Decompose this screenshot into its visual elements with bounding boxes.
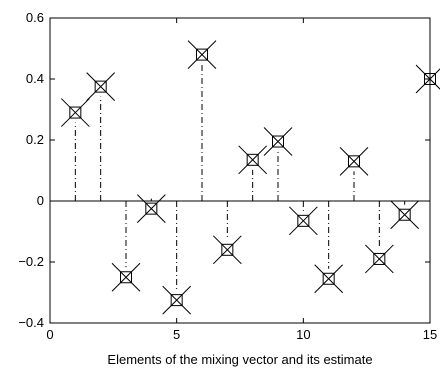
x-tick-label: 10	[296, 327, 310, 342]
x-axis-label: Elements of the mixing vector and its es…	[107, 352, 372, 367]
plot-area	[49, 17, 431, 324]
square-marker	[398, 208, 411, 221]
square-marker	[348, 155, 360, 168]
cross-marker	[238, 145, 268, 175]
square-marker	[322, 272, 335, 285]
x-tick-labels: 0 5 10 15	[46, 327, 437, 342]
square-marker	[272, 135, 284, 148]
cross-marker	[364, 244, 394, 274]
cross-marker	[111, 262, 141, 292]
cross-marker	[162, 285, 192, 315]
cross-marker	[187, 40, 217, 69]
square-marker	[196, 48, 208, 61]
cross-marker	[212, 235, 242, 265]
stem-lines	[74, 64, 431, 291]
square-marker	[373, 252, 386, 265]
cross-marker	[390, 200, 420, 230]
y-tick-label: 0	[37, 193, 44, 208]
data-markers	[60, 40, 440, 315]
cross-marker	[314, 264, 344, 294]
cross-marker	[415, 64, 440, 94]
y-tick-label: −0.4	[18, 315, 44, 330]
square-marker	[145, 202, 158, 215]
y-tick-label: 0.6	[26, 10, 44, 25]
square-marker	[221, 243, 234, 256]
cross-marker	[339, 146, 369, 176]
cross-marker	[263, 127, 293, 156]
square-marker	[424, 73, 436, 85]
square-marker	[170, 294, 183, 307]
y-tick-labels: −0.4 −0.2 0 0.2 0.4 0.6	[18, 10, 44, 330]
cross-marker	[136, 194, 166, 223]
square-marker	[69, 106, 82, 119]
y-tick-label: 0.4	[26, 71, 44, 86]
y-tick-label: −0.2	[18, 254, 44, 269]
square-marker	[246, 153, 259, 166]
x-tick-label: 15	[423, 327, 437, 342]
cross-marker	[86, 72, 116, 101]
square-marker	[297, 214, 310, 227]
x-tick-label: 0	[46, 327, 53, 342]
square-marker	[94, 80, 107, 93]
cross-marker	[60, 98, 90, 127]
axes-frame	[49, 17, 431, 324]
y-tick-label: 0.2	[26, 132, 44, 147]
x-tick-label: 5	[173, 327, 180, 342]
square-marker	[120, 271, 132, 284]
cross-marker	[288, 206, 318, 236]
